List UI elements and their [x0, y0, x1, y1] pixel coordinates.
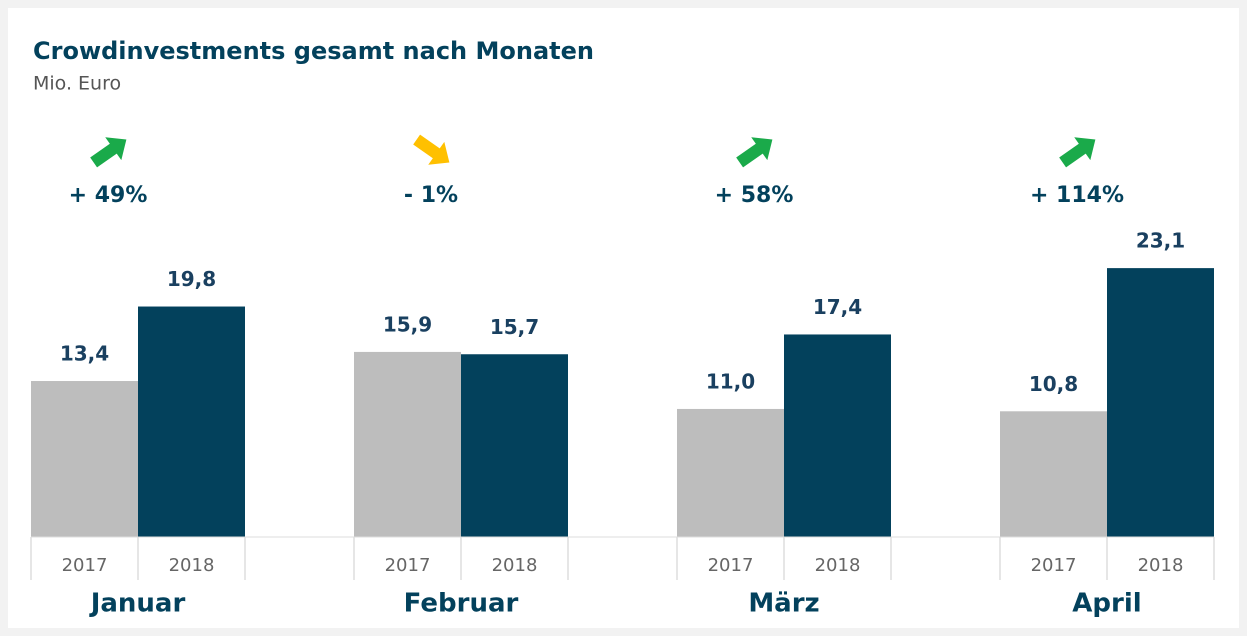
series-label: 2017	[62, 555, 108, 576]
value-label: 11,0	[706, 369, 755, 393]
change-label: + 49%	[69, 183, 148, 208]
value-label: 19,8	[167, 267, 216, 291]
series-label: 2017	[708, 555, 754, 576]
change-label: - 1%	[404, 183, 458, 208]
series-label: 2018	[169, 555, 215, 576]
change-label: + 114%	[1030, 183, 1124, 208]
category-label: Februar	[404, 589, 519, 619]
chart-title: Crowdinvestments gesamt nach Monaten	[33, 37, 594, 65]
value-label: 23,1	[1136, 229, 1185, 253]
series-label: 2018	[815, 555, 861, 576]
category-label: März	[748, 589, 819, 619]
trend-arrow	[1059, 137, 1096, 168]
trend-arrow	[413, 134, 450, 165]
value-label: 15,7	[490, 315, 539, 339]
value-label: 15,9	[383, 312, 432, 336]
bar	[461, 354, 568, 537]
series-label: 2017	[1031, 555, 1077, 576]
change-label: + 58%	[715, 183, 794, 208]
category-label: April	[1072, 589, 1141, 619]
value-label: 10,8	[1029, 372, 1078, 396]
bar	[354, 351, 461, 537]
value-label: 13,4	[60, 342, 109, 366]
bar	[138, 306, 245, 537]
category-label: Januar	[89, 589, 186, 619]
chart-subtitle: Mio. Euro	[33, 73, 121, 95]
trend-arrow	[736, 137, 773, 168]
series-label: 2018	[492, 555, 538, 576]
bar	[677, 408, 784, 537]
bar	[1107, 268, 1214, 537]
bar	[1000, 411, 1107, 537]
bar	[31, 381, 138, 537]
series-label: 2017	[385, 555, 431, 576]
trend-arrow	[90, 137, 127, 168]
value-label: 17,4	[813, 295, 862, 319]
bar	[784, 334, 891, 537]
series-label: 2018	[1138, 555, 1184, 576]
